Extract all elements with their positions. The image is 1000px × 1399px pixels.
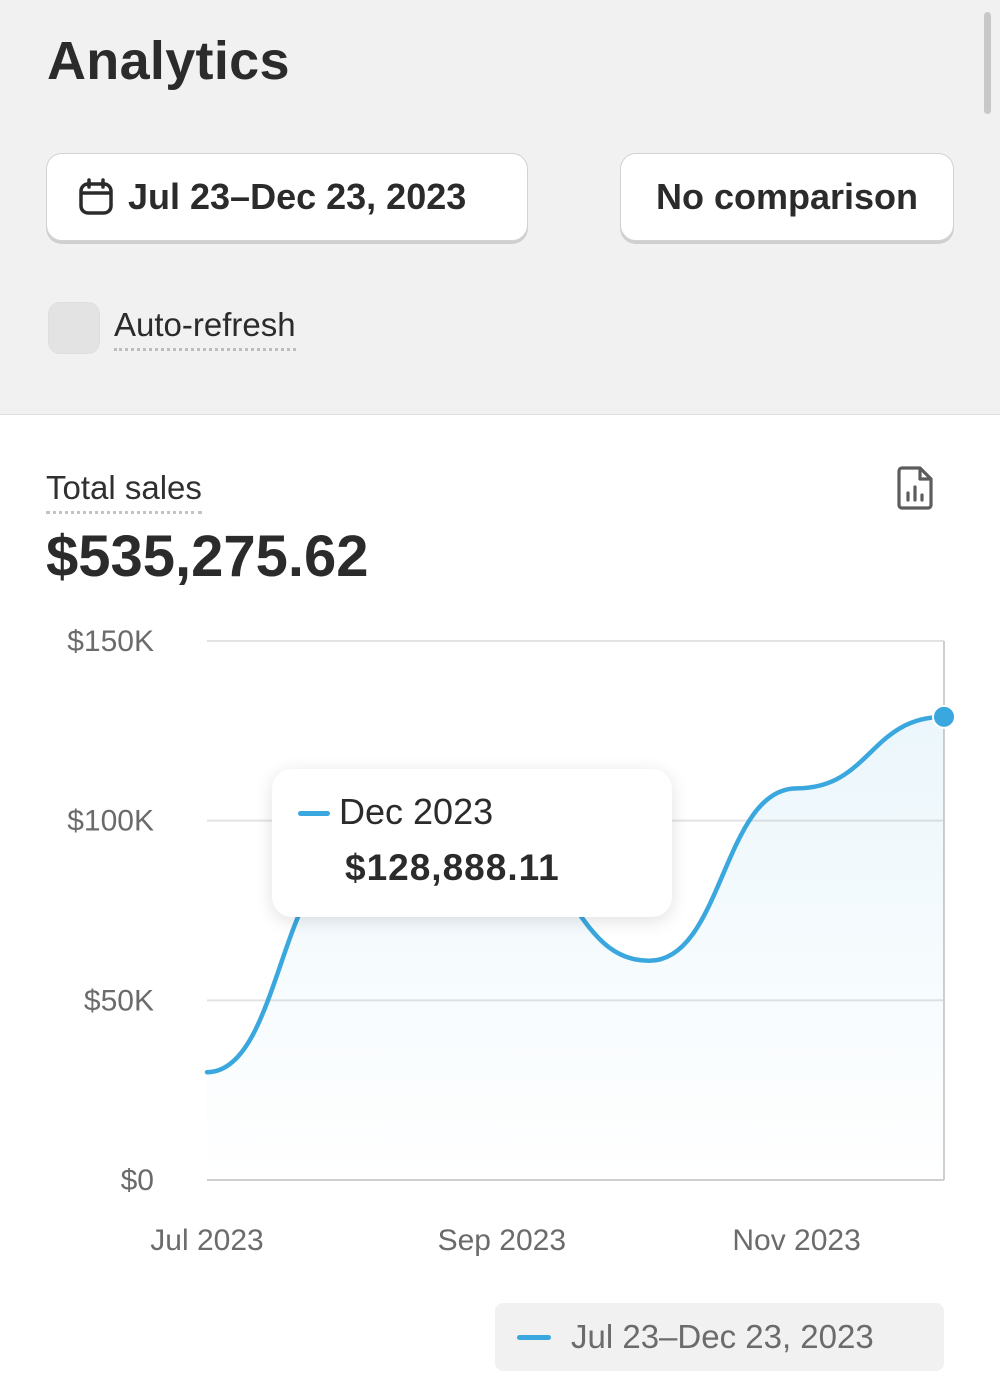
- report-chart-icon[interactable]: [896, 465, 936, 511]
- comparison-button[interactable]: No comparison: [620, 153, 954, 241]
- y-tick-label: $0: [121, 1164, 154, 1197]
- date-range-label: Jul 23–Dec 23, 2023: [128, 176, 467, 217]
- auto-refresh-checkbox[interactable]: [48, 302, 100, 354]
- calendar-icon: [79, 178, 113, 215]
- highlight-point: [932, 704, 956, 729]
- page-header: Analytics Jul 23–Dec 23, 2023 No compari…: [0, 0, 1000, 414]
- y-tick-label: $100K: [67, 805, 154, 838]
- page-title: Analytics: [47, 31, 290, 91]
- auto-refresh-label[interactable]: Auto-refresh: [114, 306, 296, 351]
- legend-series-swatch: [517, 1334, 551, 1340]
- scrollbar[interactable]: [984, 12, 991, 114]
- legend-series-label: Jul 23–Dec 23, 2023: [571, 1318, 874, 1355]
- y-tick-label: $150K: [67, 625, 154, 658]
- chart-legend[interactable]: Jul 23–Dec 23, 2023: [495, 1303, 944, 1371]
- x-tick-label: Jul 2023: [150, 1224, 263, 1257]
- tooltip-value: $128,888.11: [345, 847, 560, 888]
- date-range-button[interactable]: Jul 23–Dec 23, 2023: [46, 153, 528, 241]
- sales-chart[interactable]: $0 $50K $100K $150K Jul 2023 Sep 2023 Nov 2023: [0, 415, 1000, 1295]
- total-sales-card: Total sales $535,275.62 $0 $50K $100K $150K…: [0, 414, 1000, 1399]
- tooltip-date: Dec 2023: [339, 791, 494, 832]
- y-tick-label: $50K: [84, 984, 154, 1017]
- comparison-label: No comparison: [655, 176, 919, 217]
- series-area: [207, 716, 944, 1180]
- x-tick-label: Nov 2023: [732, 1224, 860, 1257]
- x-tick-label: Sep 2023: [438, 1224, 566, 1257]
- tooltip-series-swatch: [298, 811, 330, 816]
- metric-label[interactable]: Total sales: [46, 469, 202, 514]
- auto-refresh-toggle[interactable]: Auto-refresh: [48, 302, 296, 354]
- metric-value: $535,275.62: [46, 524, 369, 589]
- chart-tooltip: Dec 2023 $128,888.11: [272, 769, 672, 917]
